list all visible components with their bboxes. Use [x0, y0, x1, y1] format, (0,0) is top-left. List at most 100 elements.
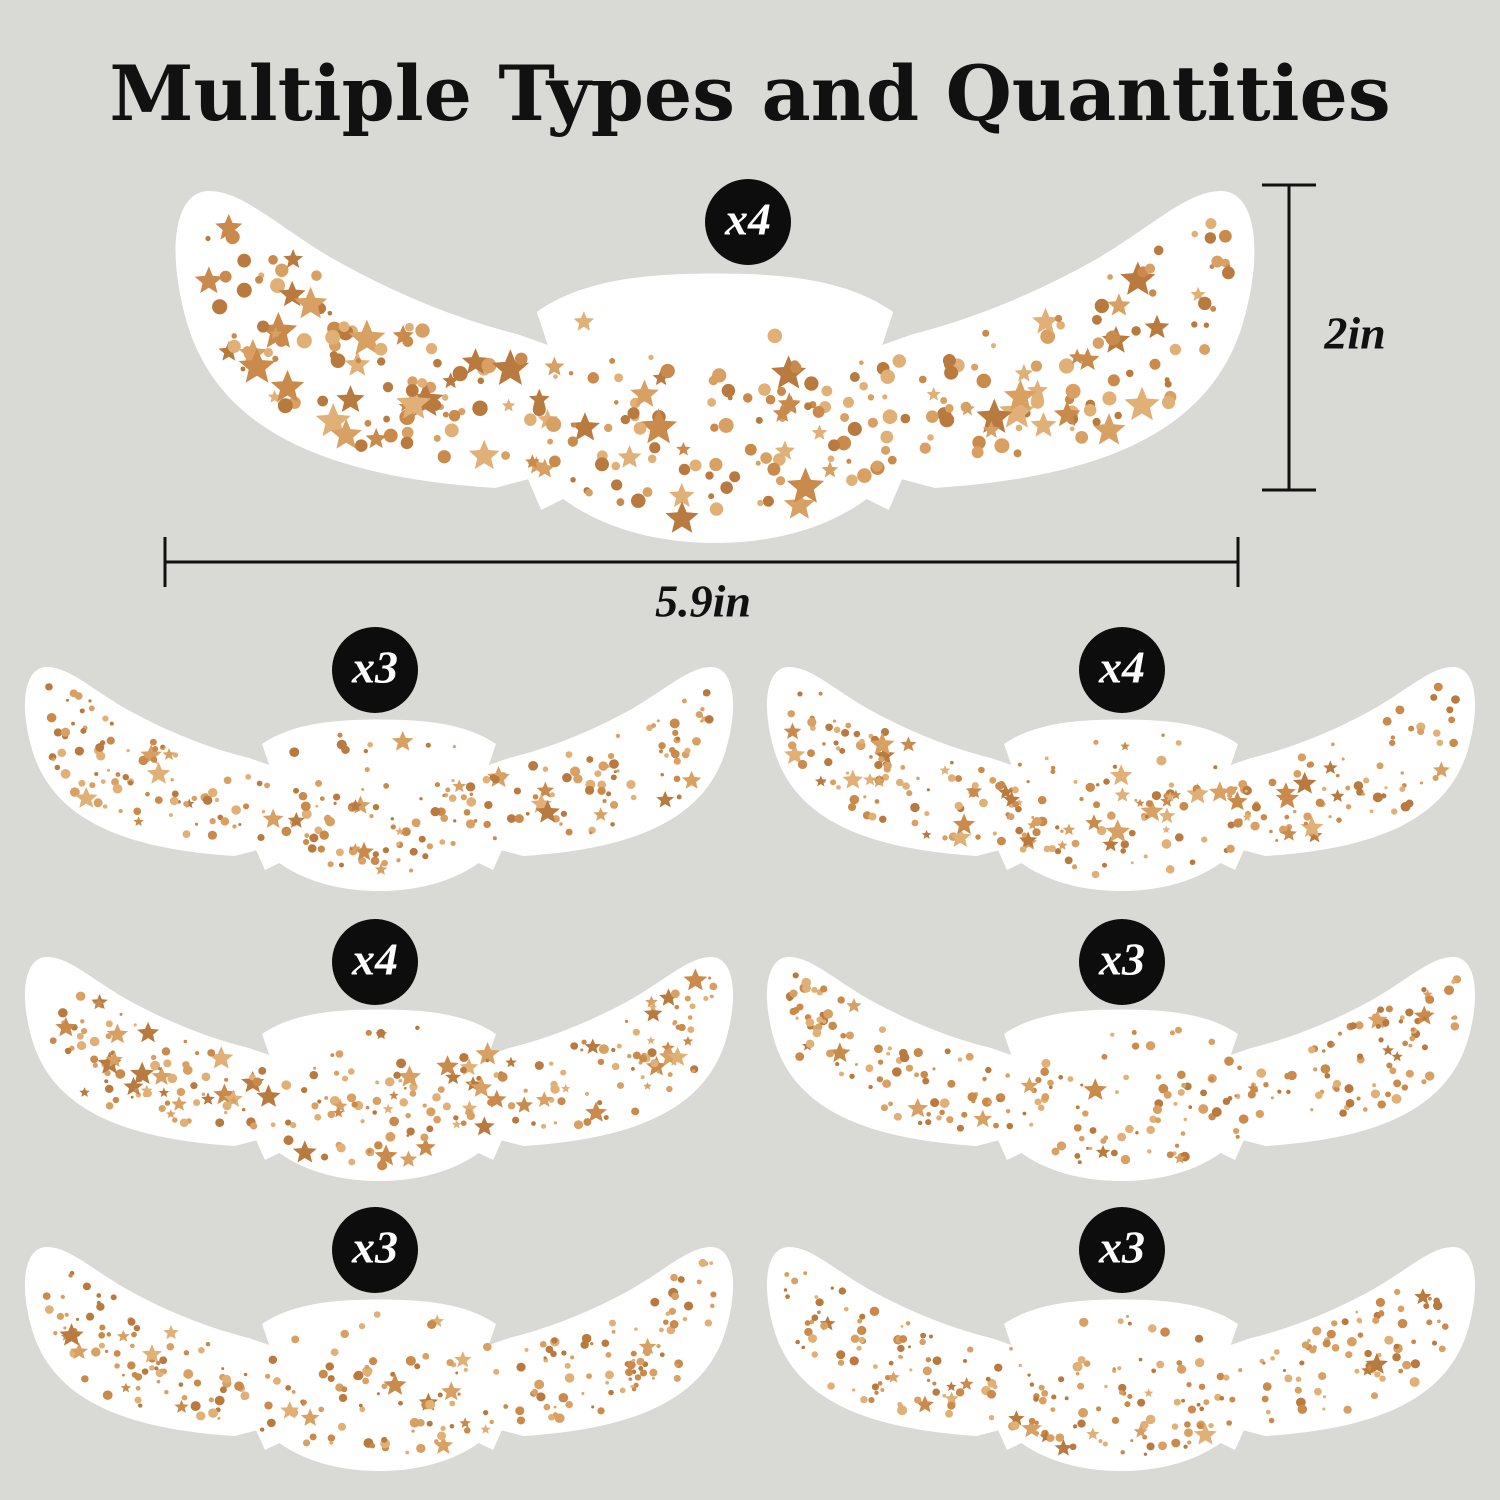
- decor-dot: [102, 1390, 113, 1400]
- decor-star: [374, 863, 388, 875]
- decor-dot: [642, 487, 653, 498]
- decor-dot: [1362, 1107, 1368, 1112]
- decor-dot: [1117, 1132, 1127, 1142]
- decor-dot: [611, 1062, 620, 1071]
- decor-dot: [673, 775, 681, 783]
- decor-dot: [671, 1292, 680, 1301]
- decor-dot: [639, 1054, 648, 1063]
- decor-dot: [44, 1305, 54, 1314]
- decor-star: [872, 774, 886, 787]
- decor-dot: [115, 772, 121, 777]
- decor-star: [1323, 760, 1338, 774]
- decor-dot: [947, 1401, 956, 1410]
- decor-dot: [928, 1334, 933, 1339]
- decor-star: [681, 770, 702, 789]
- decor-dot: [1210, 305, 1217, 312]
- decor-dot: [990, 343, 997, 349]
- decor-dot: [96, 751, 106, 761]
- decor-dot: [1079, 1317, 1089, 1327]
- decor-dot: [130, 1095, 134, 1099]
- decor-dot: [1375, 1023, 1381, 1029]
- decor-star: [487, 1089, 507, 1108]
- decor-star: [166, 1109, 176, 1119]
- decor-dot: [893, 1112, 902, 1121]
- decor-dot: [451, 778, 455, 783]
- decor-dot: [1376, 762, 1384, 770]
- sticker-pattern: [783, 682, 1460, 879]
- decor-dot: [609, 759, 619, 769]
- decor-dot: [1417, 728, 1425, 736]
- decor-star: [814, 775, 827, 787]
- decor-dot: [1327, 1040, 1335, 1048]
- badge-label: x3: [351, 1222, 398, 1273]
- decor-dot: [720, 481, 733, 494]
- decor-star: [842, 769, 864, 789]
- decor-dot: [1127, 1393, 1133, 1399]
- decor-dot: [1114, 411, 1122, 420]
- height-dimension: 2in: [1262, 183, 1386, 492]
- decor-dot: [202, 795, 213, 805]
- decor-dot: [482, 775, 491, 784]
- decor-star: [354, 841, 375, 861]
- decor-dot: [81, 1375, 89, 1383]
- decor-star: [59, 1323, 84, 1346]
- decor-dot: [539, 1340, 547, 1348]
- decor-dot: [878, 1026, 887, 1034]
- decor-dot: [425, 1399, 436, 1410]
- decor-dot: [1332, 1079, 1342, 1088]
- decor-dot: [256, 780, 263, 787]
- decor-dot: [814, 1295, 819, 1299]
- decor-dot: [1184, 1428, 1193, 1437]
- decor-dot: [1361, 792, 1365, 796]
- decor-dot: [956, 1124, 964, 1132]
- decor-dot: [570, 766, 581, 777]
- decor-dot: [319, 830, 329, 840]
- decor-dot: [106, 736, 115, 745]
- decor-dot: [767, 462, 781, 476]
- decor-dot: [315, 804, 319, 808]
- decor-dot: [335, 1050, 344, 1058]
- decor-dot: [524, 413, 537, 426]
- decor-dot: [634, 1374, 642, 1381]
- decor-dot: [1356, 1096, 1361, 1101]
- decor-dot: [309, 1070, 319, 1080]
- decor-dot: [227, 339, 241, 353]
- decor-dot: [1430, 694, 1438, 701]
- decor-dot: [992, 1384, 998, 1390]
- decor-dot: [265, 1373, 271, 1379]
- decor-dot: [591, 1405, 595, 1409]
- decor-dot: [560, 810, 568, 817]
- decor-dot: [122, 1373, 125, 1377]
- decor-dot: [367, 1149, 372, 1154]
- decor-dot: [1346, 1336, 1357, 1347]
- decor-dot: [220, 817, 230, 826]
- decor-dot: [880, 430, 894, 444]
- decor-dot: [1370, 1089, 1381, 1099]
- decor-dot: [1140, 1420, 1149, 1430]
- decor-star: [593, 807, 609, 821]
- decor-star: [646, 1036, 656, 1045]
- decor-dot: [1307, 1338, 1311, 1343]
- decor-dot: [422, 853, 429, 860]
- decor-dot: [503, 1404, 509, 1409]
- decor-dot: [677, 1276, 685, 1283]
- decor-dot: [839, 748, 846, 754]
- decor-dot: [1148, 289, 1157, 297]
- decor-dot: [709, 457, 723, 472]
- decor-dot: [102, 804, 108, 809]
- decor-star: [900, 736, 917, 752]
- decor-dot: [60, 727, 71, 737]
- decor-dot: [651, 1377, 655, 1380]
- decor-dot: [338, 321, 350, 333]
- decor-dot: [342, 1075, 349, 1082]
- decor-dot: [710, 1291, 717, 1298]
- decor-dot: [785, 1294, 790, 1299]
- decor-dot: [811, 1314, 819, 1321]
- decor-dot: [457, 1392, 461, 1396]
- decor-dot: [1092, 417, 1101, 426]
- decor-star: [1105, 819, 1131, 843]
- decor-dot: [557, 1097, 566, 1106]
- decor-star: [1242, 812, 1252, 822]
- decor-dot: [1356, 1053, 1364, 1060]
